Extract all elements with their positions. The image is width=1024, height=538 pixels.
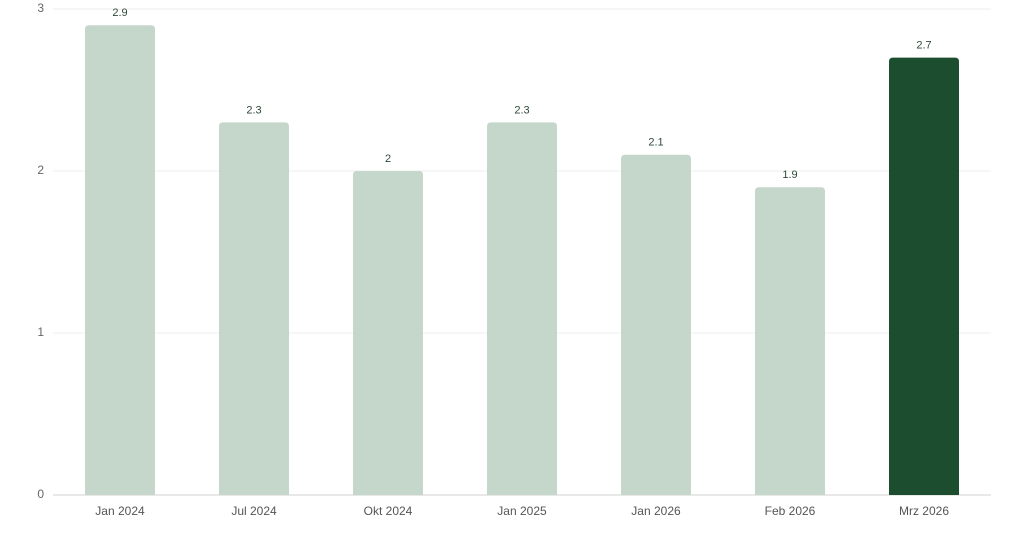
data-label: 2.3 bbox=[246, 104, 261, 116]
x-tick-label: Jul 2024 bbox=[231, 504, 277, 518]
y-tick-label: 3 bbox=[37, 1, 44, 15]
bar bbox=[755, 187, 825, 495]
bar bbox=[889, 57, 959, 495]
data-label: 2.9 bbox=[112, 7, 127, 19]
data-label: 2.3 bbox=[514, 104, 529, 116]
data-label: 2.1 bbox=[648, 137, 663, 149]
bar bbox=[219, 122, 289, 496]
x-tick-label: Feb 2026 bbox=[765, 504, 816, 518]
data-label: 2.7 bbox=[916, 40, 931, 52]
x-tick-label: Jan 2026 bbox=[631, 504, 681, 518]
bar bbox=[621, 154, 691, 496]
x-tick-label: Mrz 2026 bbox=[899, 504, 949, 518]
x-tick-label: Jan 2025 bbox=[497, 504, 547, 518]
x-tick-label: Jan 2024 bbox=[95, 504, 145, 518]
x-tick-label: Okt 2024 bbox=[364, 504, 413, 518]
y-tick-label: 2 bbox=[37, 163, 44, 177]
bar bbox=[487, 122, 557, 496]
bar bbox=[85, 25, 155, 495]
bar bbox=[353, 171, 423, 495]
y-tick-label: 0 bbox=[37, 487, 44, 501]
data-label: 1.9 bbox=[782, 169, 797, 181]
y-tick-label: 1 bbox=[37, 325, 44, 339]
data-label: 2 bbox=[385, 153, 391, 165]
